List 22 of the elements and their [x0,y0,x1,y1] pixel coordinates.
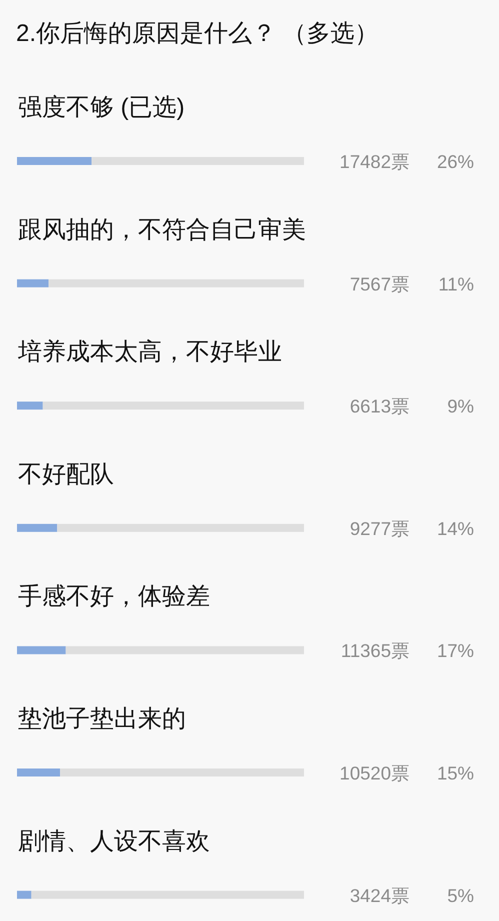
category: 培养成本太高，不好毕业 [18,338,282,366]
annotation: 3424票 [350,884,410,906]
category: 垫池子垫出来的 [18,706,186,732]
category: 跟风抽的，不符合自己审美 [18,216,306,244]
value-label: 11% [438,273,474,294]
category: 手感不好，体验差 [18,583,210,610]
annotation: 6613票 [350,396,410,417]
title: 2.你后悔的原因是什么？ （多选） [16,20,379,47]
category: 强度不够 (已选) [18,94,185,121]
value-label: 15% [436,762,474,784]
value-label: 17% [436,640,474,662]
category: 剧情、人设不喜欢 [18,828,210,855]
annotation: 10520票 [340,762,410,784]
value-label: 9% [447,396,474,417]
value-label: 14% [436,518,474,539]
annotation: 7567票 [350,273,410,294]
category: 不好配队 [18,460,114,488]
annotation: 9277票 [350,518,410,539]
annotation: 17482票 [340,151,410,172]
value-label: 26% [436,151,474,172]
annotation: 11365票 [340,640,410,662]
value-label: 5% [447,884,474,906]
